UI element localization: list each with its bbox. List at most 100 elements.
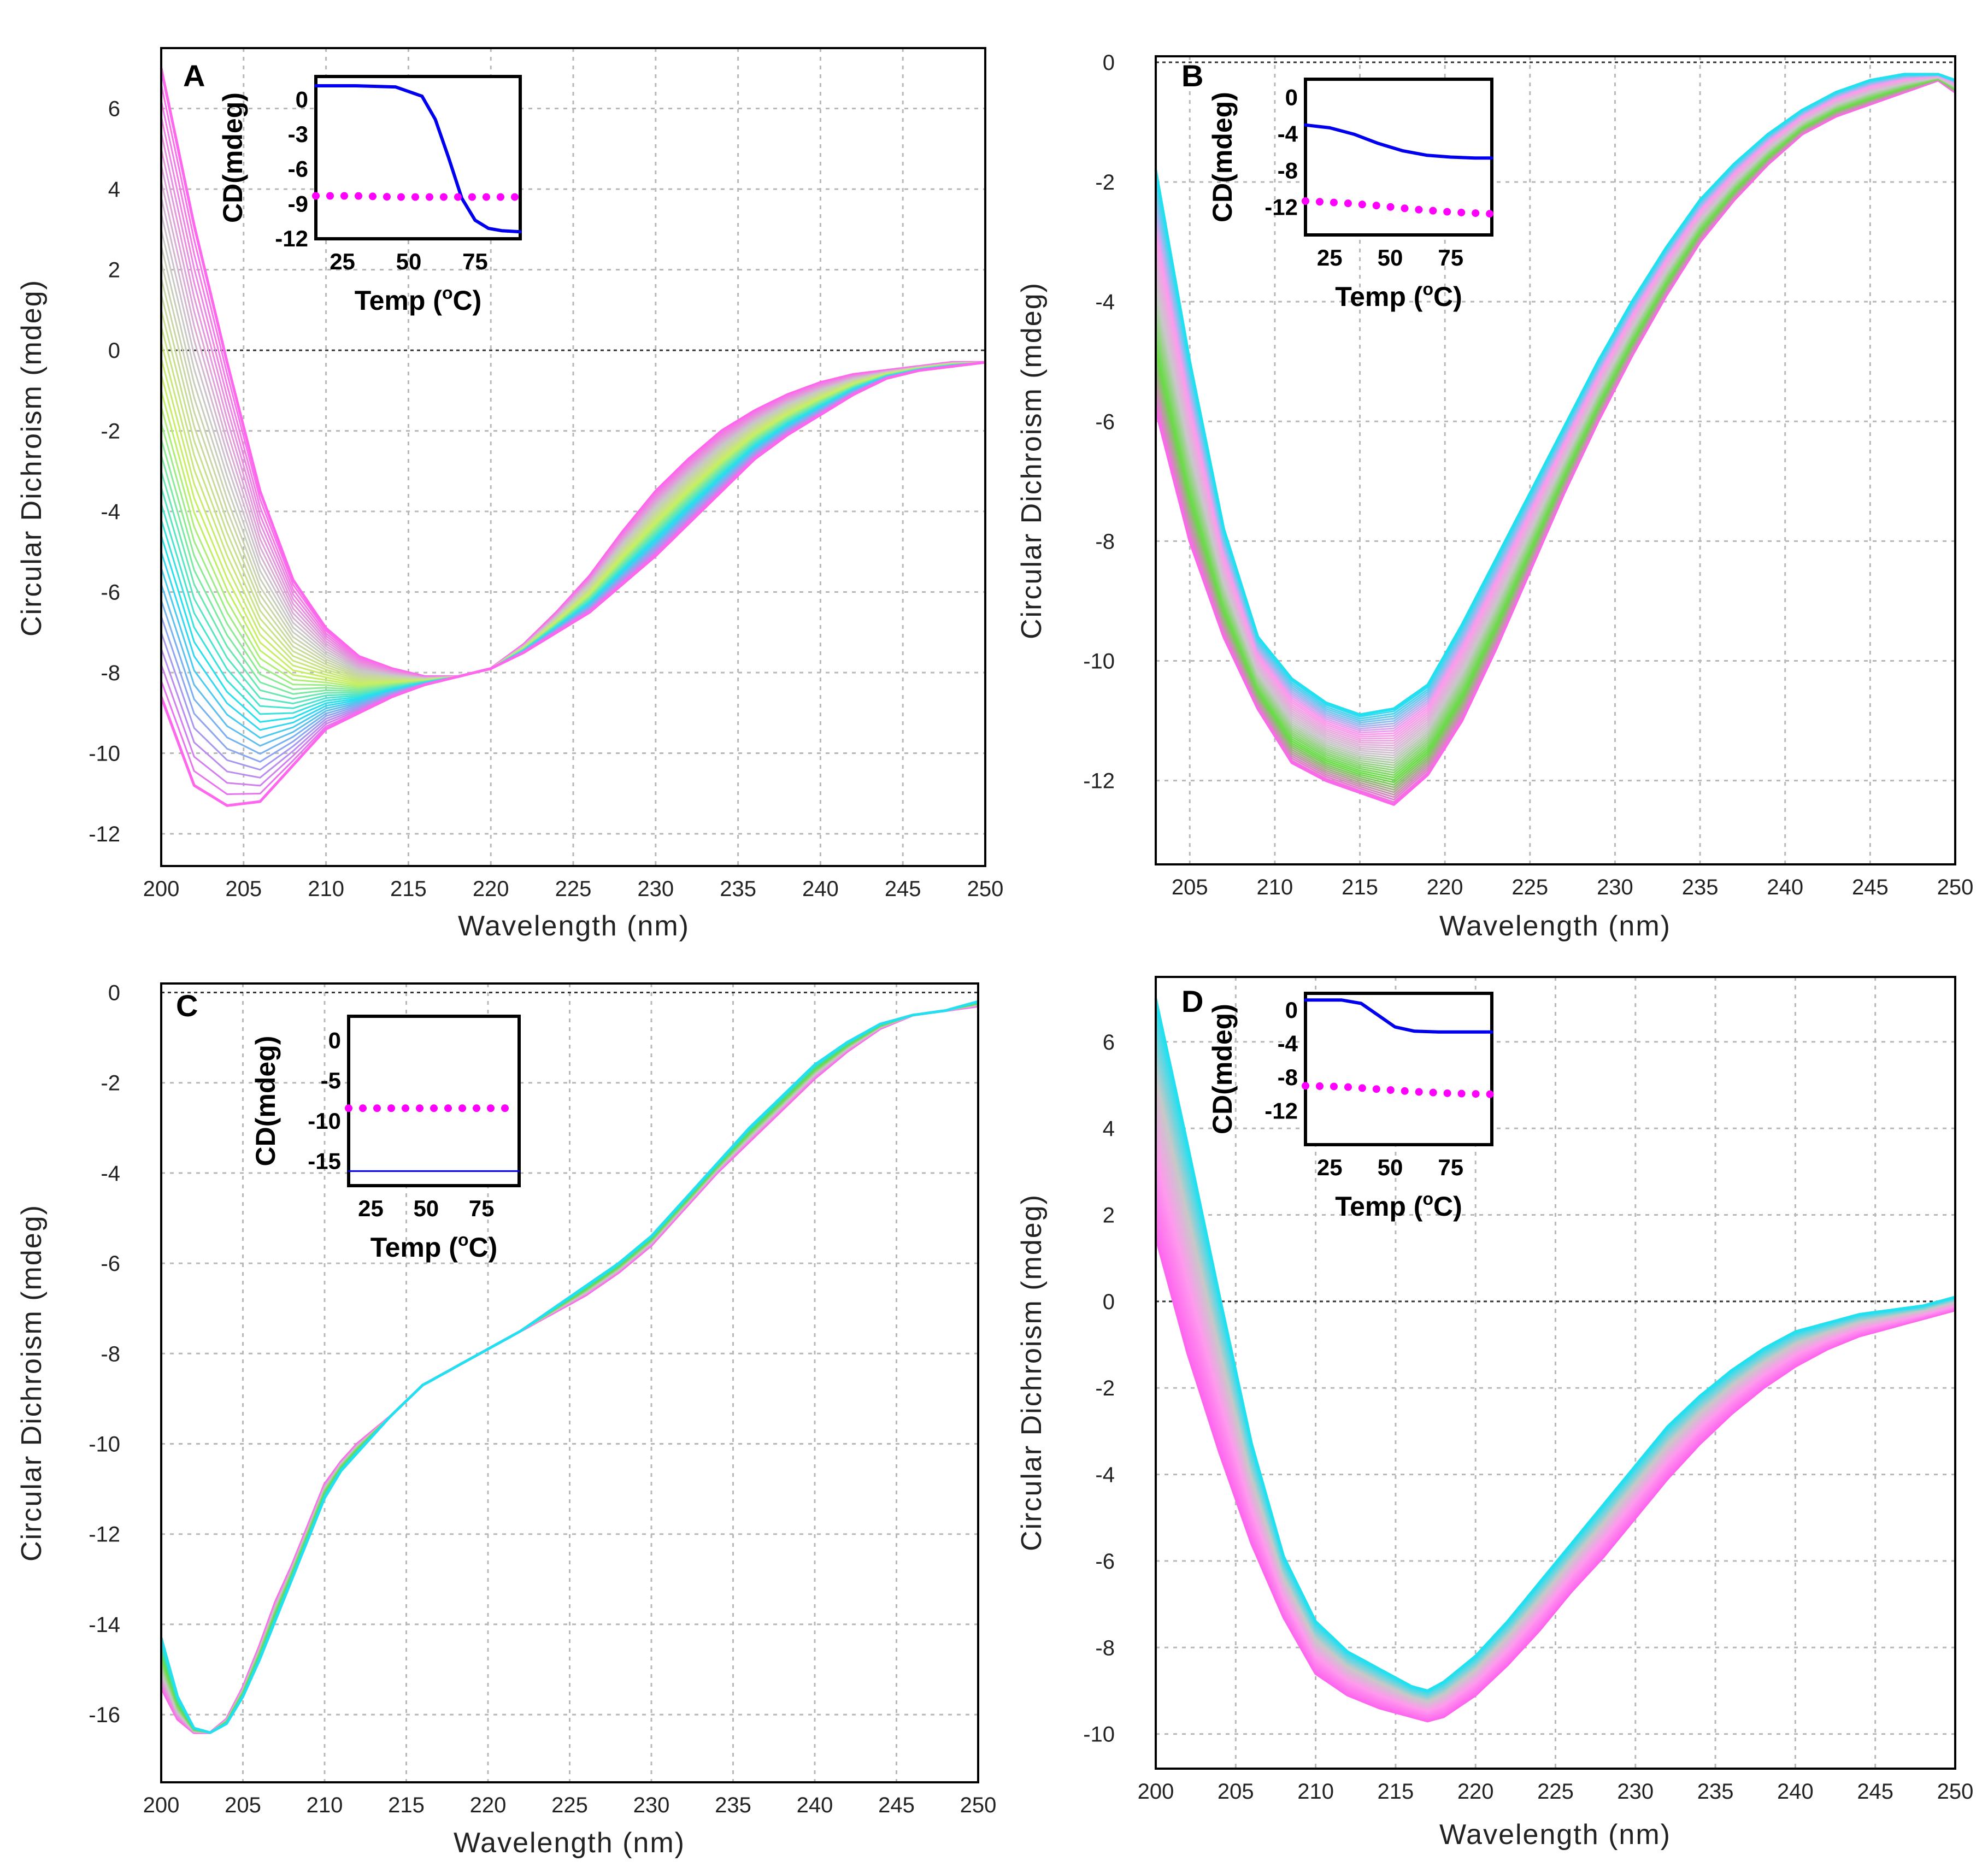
inset-x-tick-label: 75 [462, 249, 488, 274]
inset-chart: 25 50 75 0 -4 -8 -12 CD(mdeg) Temp (oC) [1207, 78, 1496, 312]
inset-chart: 25 50 75 0 -3 -6 -9 -12 CD(mdeg) Temp (oC) [217, 75, 524, 316]
inset-x-axis-label: Temp (oC) [1335, 279, 1462, 312]
inset-reference-line [312, 192, 524, 201]
inset-x-tick-label: 50 [1378, 1155, 1403, 1180]
x-tick-label: 220 [1457, 1780, 1494, 1804]
x-tick-label: 235 [715, 1793, 751, 1817]
panel-c: 200 205 210 215 220 225 230 235 240 245 2500-2-4-6… [16, 981, 996, 1859]
inset-x-label-unit: C) [1433, 1191, 1462, 1222]
inset-reference-line [1302, 197, 1496, 218]
spectrum-line [1154, 998, 1956, 1692]
x-tick-label: 245 [1852, 875, 1889, 899]
y-tick-label: -12 [1083, 769, 1115, 793]
x-tick-label: 210 [307, 1793, 343, 1817]
y-tick-label: -4 [1095, 1463, 1115, 1487]
panel-b: 205 210 215 220 225 230 235 240 245 2500-2-4-6-8-… [1016, 51, 1973, 942]
y-axis-label: Circular Dichroism (mdeg) [1016, 282, 1048, 639]
x-tick-label: 225 [1511, 875, 1548, 899]
x-tick-label: 205 [225, 1793, 261, 1817]
inset-y-tick-label: -15 [308, 1148, 341, 1174]
y-tick-label: -4 [101, 500, 120, 524]
inset-x-axis-label: Temp (oC) [1335, 1189, 1462, 1222]
x-tick-label: 220 [470, 1793, 507, 1817]
panel-label: D [1181, 984, 1203, 1018]
spectrum-line [1155, 74, 1956, 728]
x-tick-label: 205 [1217, 1780, 1254, 1804]
inset-frame [347, 1015, 521, 1187]
inset-y-tick-label: -12 [275, 226, 308, 251]
spectrum-line [1155, 1224, 1956, 1721]
inset-y-tick-label: -4 [1278, 1030, 1298, 1056]
x-tick-label: 220 [473, 877, 509, 901]
y-tick-label: -12 [89, 1523, 120, 1547]
spectra-series [1154, 73, 1956, 806]
x-tick-label: 250 [960, 1793, 997, 1817]
x-tick-label: 250 [1937, 1780, 1974, 1804]
x-axis-label: Wavelength (nm) [454, 1827, 685, 1859]
inset-y-tick-label: -12 [1264, 1098, 1298, 1123]
inset-x-tick-label: 25 [330, 249, 355, 274]
panel-label: B [1181, 58, 1203, 93]
spectrum-line [1155, 73, 1956, 720]
inset-x-label-main: Temp ( [370, 1232, 458, 1263]
spectrum-line [1155, 76, 1956, 754]
inset-y-tick-label: -8 [1278, 158, 1298, 184]
spectrum-line [160, 361, 986, 807]
y-tick-label: -6 [1095, 1550, 1115, 1574]
spectrum-line [160, 1000, 979, 1734]
x-tick-label: 240 [1777, 1780, 1814, 1804]
spectra-series [160, 1000, 979, 1734]
inset-x-tick-label: 50 [396, 249, 422, 274]
x-tick-label: 235 [1682, 875, 1719, 899]
inset-x-axis-label: Temp (oC) [370, 1230, 498, 1263]
spectrum-line [1155, 1132, 1956, 1709]
inset-y-tick-label: -5 [321, 1068, 341, 1093]
x-tick-label: 230 [1597, 875, 1633, 899]
y-tick-label: 0 [108, 339, 120, 363]
y-tick-label: -10 [1083, 650, 1115, 674]
inset-y-tick-label: 0 [1285, 85, 1298, 110]
y-tick-label: 2 [108, 258, 120, 282]
x-tick-label: 230 [1617, 1780, 1654, 1804]
inset-x-tick-label: 75 [1438, 245, 1463, 270]
panel-label: C [176, 988, 198, 1023]
inset-x-label-main: Temp ( [1335, 281, 1423, 312]
inset-y-tick-label: -6 [288, 156, 308, 182]
inset-native-line [1304, 998, 1493, 1034]
grid [161, 983, 978, 1782]
y-tick-label: 0 [1103, 1290, 1115, 1314]
inset-x-tick-label: 25 [1317, 245, 1343, 270]
inset-x-label-main: Temp ( [1335, 1191, 1423, 1222]
x-tick-label: 235 [1697, 1780, 1734, 1804]
x-tick-label: 230 [637, 877, 674, 901]
inset-frame [314, 75, 522, 240]
grid [161, 48, 985, 866]
inset-y-axis-label: CD(mdeg) [250, 1036, 281, 1167]
y-tick-label: -8 [101, 661, 120, 685]
y-tick-label: -8 [1095, 1636, 1115, 1660]
inset-x-label-degree: o [458, 1230, 469, 1250]
x-tick-label: 205 [225, 877, 262, 901]
y-tick-label: -16 [89, 1703, 120, 1727]
inset-x-label-degree: o [1422, 1189, 1433, 1209]
y-tick-label: -6 [101, 581, 120, 605]
spectrum-line [1155, 75, 1956, 747]
x-tick-label: 240 [802, 877, 839, 901]
spectrum-line [1155, 74, 1956, 730]
spectrum-line [1155, 75, 1956, 742]
inset-y-tick-label: -3 [288, 121, 308, 147]
inset-y-tick-label: -12 [1264, 195, 1298, 220]
x-tick-label: 245 [885, 877, 921, 901]
inset-x-tick-label: 50 [413, 1195, 439, 1221]
panel-a: 200 205 210 215 220 225 230 235 240 245 2506420-2-… [16, 47, 1003, 942]
y-tick-label: 0 [108, 981, 120, 1005]
inset-x-label-unit: C) [1433, 281, 1462, 312]
inset-frame [1304, 992, 1493, 1146]
spectrum-line [160, 361, 986, 688]
inset-native-line [1304, 123, 1493, 160]
grid [1156, 56, 1955, 864]
x-tick-label: 200 [143, 1793, 180, 1817]
x-tick-label: 230 [633, 1793, 670, 1817]
spectrum-line [1155, 74, 1956, 722]
